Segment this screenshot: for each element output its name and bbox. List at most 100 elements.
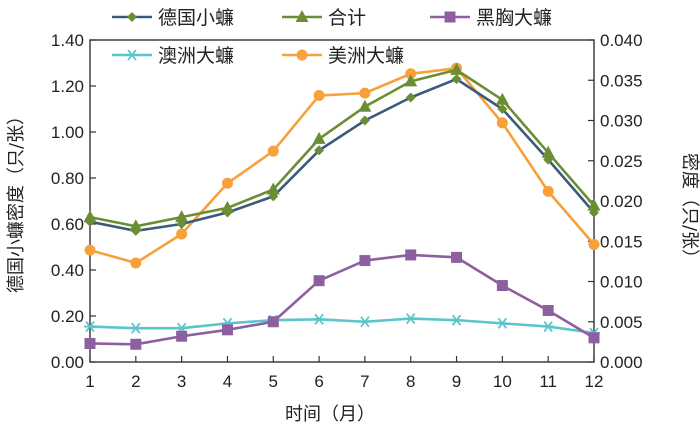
left-tick-label: 0.20 <box>51 307 84 326</box>
data-point <box>313 313 326 325</box>
right-tick-label: 0.030 <box>600 112 643 131</box>
legend-marker <box>126 49 138 61</box>
data-point <box>130 257 142 269</box>
legend-item: 黑胸大蠊 <box>430 7 552 29</box>
legend-marker <box>444 11 456 23</box>
right-tick-label: 0.000 <box>600 353 643 372</box>
series-layer <box>83 62 601 350</box>
left-tick-label: 0.40 <box>51 261 84 280</box>
legend-item: 合计 <box>282 7 366 29</box>
data-point <box>84 321 96 333</box>
x-tick-label: 4 <box>223 372 232 391</box>
left-tick-label: 0.00 <box>51 353 84 372</box>
left-axis-title: 德国小蠊密度（只/张） <box>6 107 27 293</box>
data-point <box>358 99 372 112</box>
data-point <box>358 316 371 328</box>
data-point <box>542 304 554 316</box>
data-point <box>588 238 600 250</box>
data-point <box>84 244 96 256</box>
x-tick-label: 9 <box>452 372 461 391</box>
data-point <box>496 117 508 129</box>
data-point <box>129 219 143 232</box>
data-point <box>496 317 509 329</box>
data-point <box>451 74 462 85</box>
legend-marker <box>127 12 137 22</box>
legend-label: 德国小蠊 <box>158 7 234 29</box>
data-point <box>267 316 279 328</box>
x-tick-label: 8 <box>406 372 415 391</box>
data-point <box>359 115 370 126</box>
x-tick-label: 3 <box>177 372 186 391</box>
plot-frame <box>89 39 595 363</box>
data-point <box>175 210 189 223</box>
data-point <box>221 324 233 336</box>
left-tick-label: 1.20 <box>51 77 84 96</box>
series-5 <box>84 62 600 269</box>
data-point <box>450 62 464 75</box>
legend-label: 黑胸大蠊 <box>476 7 552 29</box>
right-axis: 0.000 0.005 0.010 0.015 0.020 0.025 0.030 0.035… <box>588 31 643 372</box>
x-tick-label: 7 <box>360 372 369 391</box>
data-point <box>130 338 142 350</box>
data-point <box>404 74 418 87</box>
legend-item: 美洲大蠊 <box>282 45 404 67</box>
right-tick-label: 0.040 <box>600 31 643 50</box>
right-tick-label: 0.010 <box>600 273 643 292</box>
data-point <box>405 92 416 103</box>
data-point <box>176 228 188 240</box>
series-1 <box>85 74 599 236</box>
data-point <box>541 145 555 158</box>
data-point <box>359 87 371 99</box>
data-point <box>496 280 508 292</box>
right-tick-label: 0.025 <box>600 152 643 171</box>
data-point <box>542 321 555 333</box>
data-point <box>84 337 96 349</box>
data-point <box>588 332 600 344</box>
data-point <box>497 104 508 114</box>
left-tick-label: 0.80 <box>51 169 84 188</box>
x-tick-label: 5 <box>269 372 278 391</box>
data-point <box>314 145 325 156</box>
data-point <box>221 177 233 189</box>
data-point <box>266 182 280 195</box>
data-point <box>176 330 188 342</box>
legend-item: 德国小蠊 <box>112 7 234 29</box>
legend-label: 美洲大蠊 <box>328 45 404 67</box>
plot-border <box>89 39 595 363</box>
right-tick-label: 0.035 <box>600 71 643 90</box>
x-axis: 1 2 3 4 5 6 7 8 9 10 11 12 <box>85 356 603 391</box>
right-tick-label: 0.020 <box>600 192 643 211</box>
right-tick-label: 0.005 <box>600 313 643 332</box>
x-axis-title: 时间（月） <box>285 404 375 425</box>
left-tick-label: 1.40 <box>51 31 84 50</box>
series-line <box>89 77 595 233</box>
legend-marker <box>296 49 308 61</box>
x-tick-label: 10 <box>493 372 512 391</box>
left-tick-label: 1.00 <box>51 123 84 142</box>
left-axis: 0.00 0.20 0.40 0.60 0.80 1.00 1.20 1.40 <box>51 31 96 372</box>
series-4 <box>84 312 600 339</box>
right-tick-label: 0.015 <box>600 232 643 251</box>
data-point <box>405 68 417 80</box>
data-point <box>313 90 325 102</box>
data-point <box>405 249 417 261</box>
data-point <box>587 198 601 211</box>
data-point <box>542 185 554 197</box>
series-line <box>89 317 595 335</box>
x-tick-label: 2 <box>131 372 140 391</box>
x-tick-label: 1 <box>85 372 94 391</box>
data-point <box>495 92 509 105</box>
legend-marker <box>295 10 309 22</box>
series-line <box>89 253 595 346</box>
data-point <box>313 275 325 287</box>
data-point <box>129 322 142 334</box>
data-point <box>83 210 97 223</box>
data-point <box>220 200 234 213</box>
x-tick-label: 12 <box>585 372 604 391</box>
series-3 <box>84 249 600 350</box>
series-line <box>89 68 595 228</box>
legend-label: 澳洲大蠊 <box>158 45 234 67</box>
data-point <box>359 255 371 267</box>
